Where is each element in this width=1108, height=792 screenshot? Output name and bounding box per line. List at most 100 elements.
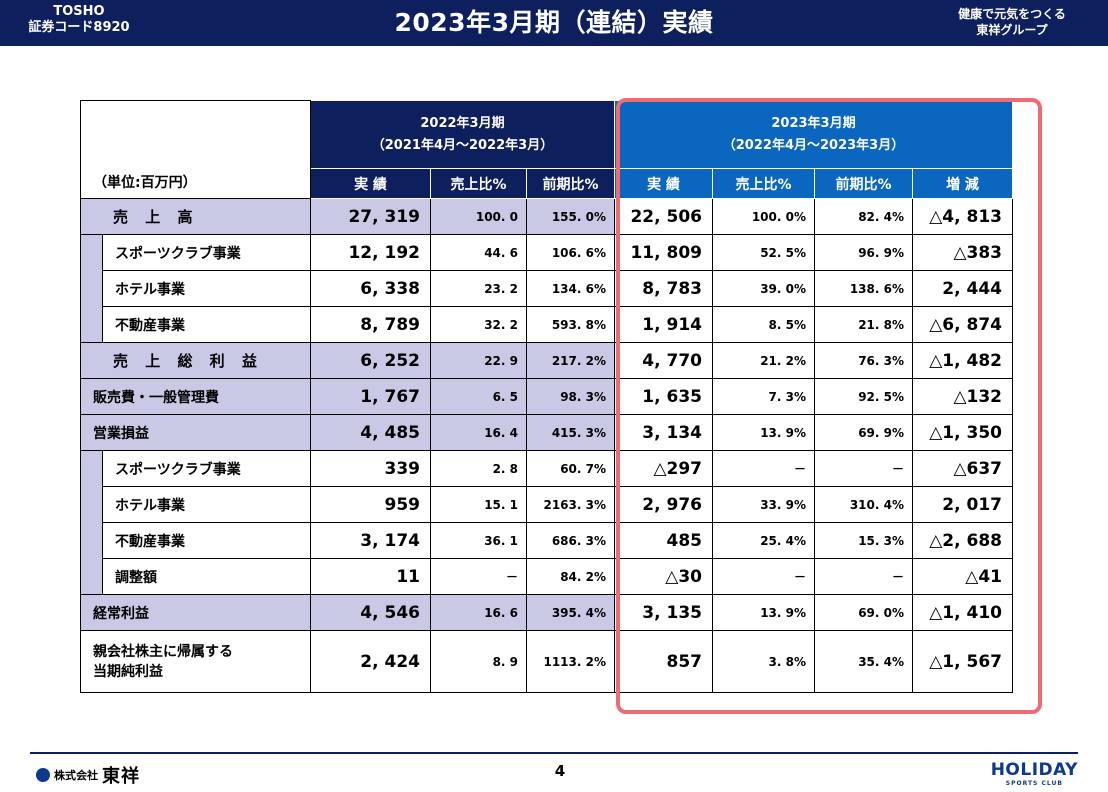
cell-ratio-2022: 16. 4 <box>430 414 527 451</box>
row-label: 営業損益 <box>80 414 311 451</box>
cell-actual-2023: 3, 135 <box>614 594 713 631</box>
cell-change-2023: △1, 567 <box>912 630 1013 693</box>
row-label: 親会社株主に帰属する 当期純利益 <box>80 630 311 693</box>
cell-ratio-2022: 15. 1 <box>430 486 527 523</box>
cell-ratio-2023: － <box>712 450 815 487</box>
col-header-change-2023: 増 減 <box>912 168 1013 199</box>
cell-actual-2023: 4, 770 <box>614 342 713 379</box>
cell-change-2023: △2, 688 <box>912 522 1013 559</box>
cell-actual-2022: 6, 338 <box>310 270 431 307</box>
cell-ratio-2023: 100. 0% <box>712 198 815 235</box>
cell-ratio-2023: 33. 9% <box>712 486 815 523</box>
company-short: TOSHO <box>53 4 105 19</box>
cell-actual-2022: 1, 767 <box>310 378 431 415</box>
cell-change-2023: △1, 482 <box>912 342 1013 379</box>
cell-yoy-2023: 69. 9% <box>814 414 913 451</box>
header-bar: TOSHO 証券コード8920 2023年3月期（連結）実績 健康で元気をつくる… <box>0 0 1108 46</box>
cell-ratio-2023: 7. 3% <box>712 378 815 415</box>
cell-yoy-2022: 1113. 2% <box>526 630 615 693</box>
holiday-brand: HOLIDAY <box>990 760 1078 780</box>
year1-header: 2022年3月期 （2021年4月～2022年3月） <box>310 100 615 169</box>
cell-ratio-2023: 21. 2% <box>712 342 815 379</box>
cell-actual-2023: △30 <box>614 558 713 595</box>
cell-yoy-2022: 395. 4% <box>526 594 615 631</box>
cell-ratio-2022: 22. 9 <box>430 342 527 379</box>
table-row: ホテル事業 959 15. 1 2163. 3% 2, 976 33. 9% 310. 4%… <box>81 486 1013 523</box>
header-slogan: 健康で元気をつくる 東祥グループ <box>932 6 1092 38</box>
row-label: 売 上 高 <box>80 198 311 235</box>
cell-actual-2022: 8, 789 <box>310 306 431 343</box>
cell-change-2023: △383 <box>912 234 1013 271</box>
col-header-ratio-2023: 売上比% <box>712 168 815 199</box>
cell-change-2023: 2, 017 <box>912 486 1013 523</box>
cell-yoy-2023: 96. 9% <box>814 234 913 271</box>
cell-ratio-2023: 8. 5% <box>712 306 815 343</box>
cell-ratio-2022: 44. 6 <box>430 234 527 271</box>
cell-yoy-2022: 60. 7% <box>526 450 615 487</box>
cell-yoy-2023: － <box>814 450 913 487</box>
cell-ratio-2023: 52. 5% <box>712 234 815 271</box>
cell-yoy-2022: 686. 3% <box>526 522 615 559</box>
cell-actual-2023: 1, 635 <box>614 378 713 415</box>
footer-divider <box>30 752 1078 754</box>
row-label: ホテル事業 <box>102 270 311 307</box>
cell-actual-2023: 22, 506 <box>614 198 713 235</box>
cell-actual-2023: 857 <box>614 630 713 693</box>
page-number: 4 <box>554 762 566 780</box>
cell-actual-2022: 12, 192 <box>310 234 431 271</box>
table-row: 経常利益 4, 546 16. 6 395. 4% 3, 135 13. 9% 69. 0%… <box>80 594 1013 631</box>
cell-change-2023: △132 <box>912 378 1013 415</box>
year2-period: （2022年4月～2023年3月） <box>722 137 905 153</box>
col-header-yoy-2022: 前期比% <box>526 168 615 199</box>
cell-yoy-2023: 82. 4% <box>814 198 913 235</box>
cell-ratio-2022: － <box>430 558 527 595</box>
table-row: 不動産事業 3, 174 36. 1 686. 3% 485 25. 4% 15. 3% △2… <box>81 522 1013 559</box>
page-title: 2023年3月期（連結）実績 <box>394 8 714 37</box>
cell-ratio-2022: 23. 2 <box>430 270 527 307</box>
table-row: 売 上 総 利 益 6, 252 22. 9 217. 2% 4, 770 21. 2% 7… <box>80 342 1013 379</box>
cell-change-2023: △637 <box>912 450 1013 487</box>
cell-ratio-2023: － <box>712 558 815 595</box>
cell-change-2023: △6, 874 <box>912 306 1013 343</box>
cell-actual-2022: 3, 174 <box>310 522 431 559</box>
cell-actual-2022: 959 <box>310 486 431 523</box>
col-header-actual-2022: 実 績 <box>310 168 431 199</box>
cell-actual-2022: 6, 252 <box>310 342 431 379</box>
cell-ratio-2023: 25. 4% <box>712 522 815 559</box>
table-row: 売 上 高 27, 319 100. 0 155. 0% 22, 506 100. 0% 8… <box>80 198 1013 235</box>
table-row: スポーツクラブ事業 12, 192 44. 6 106. 6% 11, 809 52. 5… <box>80 234 1013 343</box>
cell-ratio-2022: 32. 2 <box>430 306 527 343</box>
holiday-logo: HOLIDAY SPORTS CLUB <box>991 760 1078 787</box>
cell-yoy-2022: 2163. 3% <box>526 486 615 523</box>
table-row: スポーツクラブ事業 339 2. 8 60. 7% △297 －－ △637 <box>80 450 1013 595</box>
cell-yoy-2022: 155. 0% <box>526 198 615 235</box>
cell-yoy-2023: 76. 3% <box>814 342 913 379</box>
cell-actual-2022: 27, 319 <box>310 198 431 235</box>
cell-yoy-2022: 134. 6% <box>526 270 615 307</box>
cell-yoy-2023: 15. 3% <box>814 522 913 559</box>
cell-ratio-2022: 6. 5 <box>430 378 527 415</box>
cell-actual-2023: 485 <box>614 522 713 559</box>
cell-actual-2022: 11 <box>310 558 431 595</box>
cell-ratio-2023: 13. 9% <box>712 414 815 451</box>
cell-actual-2023: 11, 809 <box>614 234 713 271</box>
cell-yoy-2023: 92. 5% <box>814 378 913 415</box>
company-name: 東祥 <box>102 766 140 787</box>
header-left: TOSHO 証券コード8920 <box>4 4 154 36</box>
cell-ratio-2022: 100. 0 <box>430 198 527 235</box>
cell-yoy-2022: 84. 2% <box>526 558 615 595</box>
row-indent-stub <box>80 450 103 595</box>
cell-actual-2023: 3, 134 <box>614 414 713 451</box>
cell-ratio-2023: 13. 9% <box>712 594 815 631</box>
cell-change-2023: △1, 350 <box>912 414 1013 451</box>
col-header-yoy-2023: 前期比% <box>814 168 913 199</box>
cell-ratio-2022: 8. 9 <box>430 630 527 693</box>
table-row: 営業損益 4, 485 16. 4 415. 3% 3, 134 13. 9% 69. 9%… <box>80 414 1013 451</box>
year1-period: （2021年4月～2022年3月） <box>371 137 554 153</box>
cell-actual-2022: 4, 546 <box>310 594 431 631</box>
company-logo: 株式会社 東祥 <box>36 762 140 788</box>
cell-change-2023: △1, 410 <box>912 594 1013 631</box>
cell-change-2023: △41 <box>912 558 1013 595</box>
row-label: 調整額 <box>102 558 311 595</box>
row-label: 経常利益 <box>80 594 311 631</box>
